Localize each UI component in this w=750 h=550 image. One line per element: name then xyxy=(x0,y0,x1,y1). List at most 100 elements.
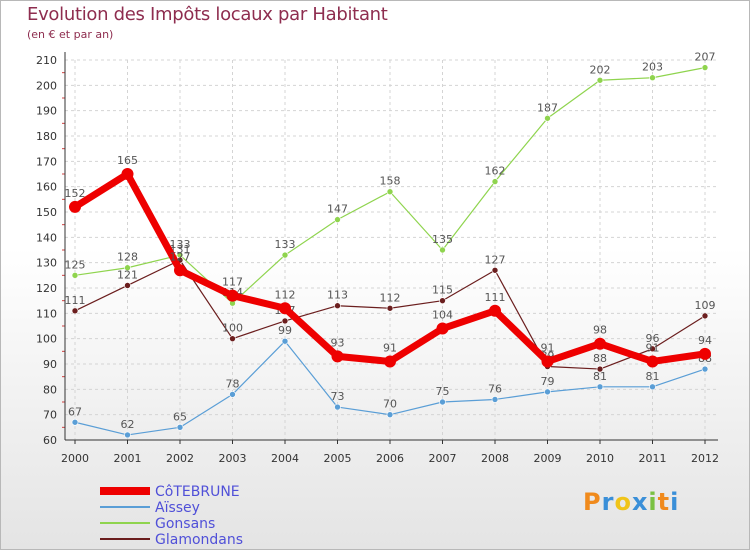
data-label-a-ssey: 99 xyxy=(278,324,292,337)
x-tick-label: 2011 xyxy=(639,452,667,465)
logo-letter: t xyxy=(657,488,671,516)
y-tick-label: 200 xyxy=(36,79,57,92)
data-point-glamondans xyxy=(649,345,656,353)
data-point-glamondans xyxy=(229,335,236,342)
y-tick-label: 160 xyxy=(36,181,57,194)
data-point-gonsans xyxy=(334,216,341,223)
logo-letter: i xyxy=(648,488,658,516)
data-point-c-tebrune xyxy=(384,355,396,368)
logo-letter: i xyxy=(670,488,680,516)
data-point-a-ssey xyxy=(701,365,709,373)
data-label-gonsans: 162 xyxy=(485,165,506,178)
data-point-gonsans xyxy=(649,74,656,82)
data-point-glamondans xyxy=(386,304,394,312)
y-tick-label: 140 xyxy=(36,231,57,244)
plot-area xyxy=(65,60,718,440)
data-label-gonsans: 128 xyxy=(117,251,138,264)
data-label-glamondans: 115 xyxy=(432,284,453,297)
data-point-a-ssey xyxy=(649,383,656,391)
data-label-glamondans: 112 xyxy=(380,291,401,304)
y-tick-label: 60 xyxy=(43,434,57,447)
logo-letter: x xyxy=(631,488,649,516)
legend-label-aissey: Aïssey xyxy=(155,500,200,516)
data-label-glamondans: 88 xyxy=(593,352,607,365)
data-point-c-tebrune xyxy=(174,264,186,277)
logo-letter: P xyxy=(583,488,602,516)
data-label-glamondans: 121 xyxy=(117,268,138,281)
data-point-glamondans xyxy=(491,266,499,274)
data-label-c-tebrune: 91 xyxy=(383,341,397,354)
data-point-glamondans xyxy=(596,365,604,373)
data-label-gonsans: 125 xyxy=(65,258,86,271)
data-point-gonsans xyxy=(386,188,394,196)
x-tick-label: 2000 xyxy=(61,452,89,465)
data-label-a-ssey: 81 xyxy=(646,370,660,383)
data-label-c-tebrune: 152 xyxy=(65,187,86,200)
data-label-c-tebrune: 117 xyxy=(222,276,243,289)
data-point-c-tebrune xyxy=(699,347,711,360)
data-label-c-tebrune: 91 xyxy=(541,341,555,354)
y-tick-label: 150 xyxy=(36,206,57,219)
data-point-a-ssey xyxy=(439,398,446,406)
data-point-gonsans xyxy=(491,178,499,185)
data-label-glamondans: 127 xyxy=(485,253,506,266)
y-tick-label: 130 xyxy=(36,257,57,270)
legend-swatch-glamondans xyxy=(100,538,150,540)
legend-swatch-aissey xyxy=(100,506,150,508)
data-label-glamondans: 131 xyxy=(170,243,191,256)
data-label-a-ssey: 70 xyxy=(383,398,397,411)
data-label-a-ssey: 67 xyxy=(68,405,82,418)
data-label-glamondans: 111 xyxy=(65,294,86,307)
data-label-c-tebrune: 127 xyxy=(170,250,191,263)
data-label-glamondans: 100 xyxy=(222,322,243,335)
data-label-c-tebrune: 104 xyxy=(432,309,453,322)
data-label-a-ssey: 75 xyxy=(436,385,450,398)
data-point-glamondans xyxy=(439,297,446,304)
x-tick-label: 2008 xyxy=(481,452,509,465)
legend-swatch-cotebrune xyxy=(100,487,150,495)
y-tick-label: 100 xyxy=(36,333,57,346)
data-label-glamondans: 96 xyxy=(646,332,660,345)
y-tick-label: 180 xyxy=(36,130,57,143)
data-label-a-ssey: 73 xyxy=(331,390,345,403)
data-label-c-tebrune: 165 xyxy=(117,154,138,167)
data-point-glamondans xyxy=(71,307,79,315)
x-tick-label: 2003 xyxy=(219,452,247,465)
y-tick-label: 170 xyxy=(36,155,57,168)
legend-label-glamondans: Glamondans xyxy=(155,532,244,548)
data-label-c-tebrune: 111 xyxy=(485,291,506,304)
data-point-gonsans xyxy=(596,76,604,84)
data-point-a-ssey xyxy=(491,396,499,403)
data-label-gonsans: 133 xyxy=(170,238,191,251)
x-tick-label: 2004 xyxy=(271,452,299,465)
data-label-gonsans: 135 xyxy=(432,233,453,246)
x-tick-label: 2005 xyxy=(324,452,352,465)
y-tick-label: 80 xyxy=(43,383,57,396)
chart-title: Evolution des Impôts locaux par Habitant xyxy=(27,4,388,25)
data-label-gonsans: 187 xyxy=(537,101,558,114)
data-point-c-tebrune xyxy=(541,355,554,368)
data-label-a-ssey: 76 xyxy=(488,382,502,395)
data-label-glamondans: 109 xyxy=(695,299,716,312)
logo-letter: o xyxy=(614,488,632,516)
proxiti-logo: Proxiti xyxy=(583,488,679,516)
legend-label-gonsans: Gonsans xyxy=(155,516,216,532)
data-point-c-tebrune xyxy=(121,168,134,180)
data-point-a-ssey xyxy=(386,411,394,418)
data-point-a-ssey xyxy=(71,418,79,426)
data-point-c-tebrune xyxy=(279,302,291,315)
data-point-gonsans xyxy=(701,64,709,71)
y-tick-label: 190 xyxy=(36,105,57,118)
data-point-gonsans xyxy=(71,272,79,279)
x-tick-label: 2009 xyxy=(534,452,562,465)
data-point-c-tebrune xyxy=(594,337,606,350)
data-point-glamondans xyxy=(281,317,289,325)
data-point-a-ssey xyxy=(281,337,289,345)
data-label-gonsans: 203 xyxy=(642,61,663,74)
legend-swatch-gonsans xyxy=(100,522,150,524)
data-label-a-ssey: 78 xyxy=(226,377,240,390)
data-point-glamondans xyxy=(334,302,341,310)
data-label-c-tebrune: 91 xyxy=(646,341,660,354)
data-point-c-tebrune xyxy=(436,322,449,335)
